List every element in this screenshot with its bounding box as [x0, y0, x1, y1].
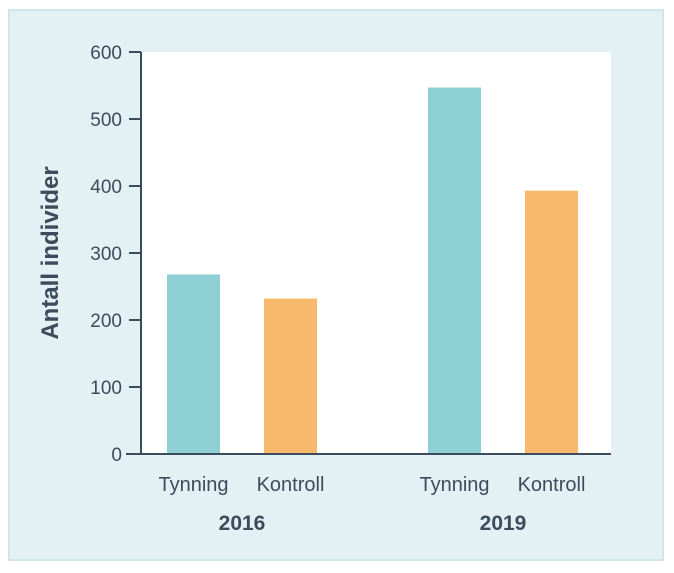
x-category-label: Tynning: [419, 474, 489, 496]
x-labels-layer: Tynning Kontroll 2016 Tynning Kontroll 2019: [158, 474, 585, 535]
y-tick-label: 0: [111, 445, 122, 466]
bar-2019-kontroll: [525, 190, 578, 454]
bar-2019-tynning: [428, 87, 481, 454]
y-ticks-layer: 0 100 200 300 400 500 600: [90, 43, 141, 466]
bar-2016-kontroll: [264, 298, 317, 454]
x-category-label: Tynning: [158, 474, 228, 496]
y-tick-label: 600: [90, 43, 122, 64]
y-tick-label: 500: [90, 110, 122, 131]
x-group-label: 2019: [480, 512, 527, 535]
bars-layer: [167, 87, 578, 454]
y-tick-label: 100: [90, 378, 122, 399]
bar-2016-tynning: [167, 274, 220, 454]
x-group-label: 2016: [219, 512, 266, 535]
y-tick-label: 400: [90, 177, 122, 198]
y-tick-label: 300: [90, 244, 122, 265]
y-tick-label: 200: [90, 311, 122, 332]
x-category-label: Kontroll: [257, 474, 325, 496]
x-category-label: Kontroll: [518, 474, 586, 496]
y-axis-title: Antall individer: [37, 166, 64, 339]
